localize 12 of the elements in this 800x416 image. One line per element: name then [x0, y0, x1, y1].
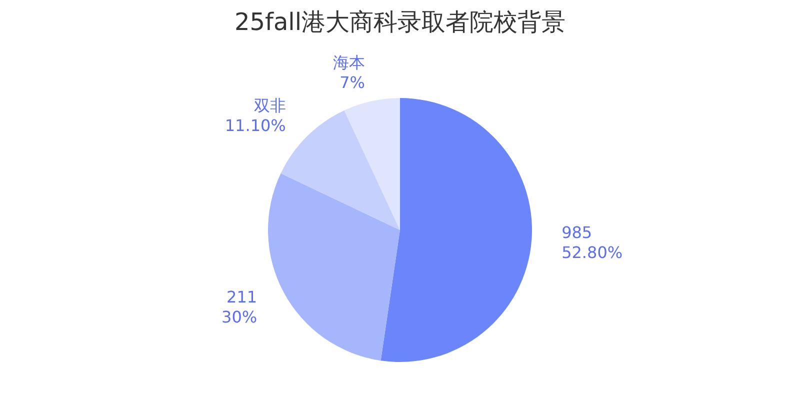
data-label: 11.10% [224, 116, 286, 136]
chart-title: 25fall港大商科录取者院校背景 [233, 7, 567, 38]
slice-label: 985 [562, 222, 592, 242]
pie-slice [344, 98, 400, 230]
data-label: 7% [340, 72, 365, 92]
data-label: 52.80% [562, 242, 623, 262]
slice-label: 211 [226, 287, 258, 306]
pie-slice [380, 98, 532, 362]
slice-label: 双非 [254, 96, 286, 116]
slice-label: 海本 [332, 52, 365, 72]
pie-slice [268, 173, 400, 361]
data-label: 30% [222, 307, 258, 326]
